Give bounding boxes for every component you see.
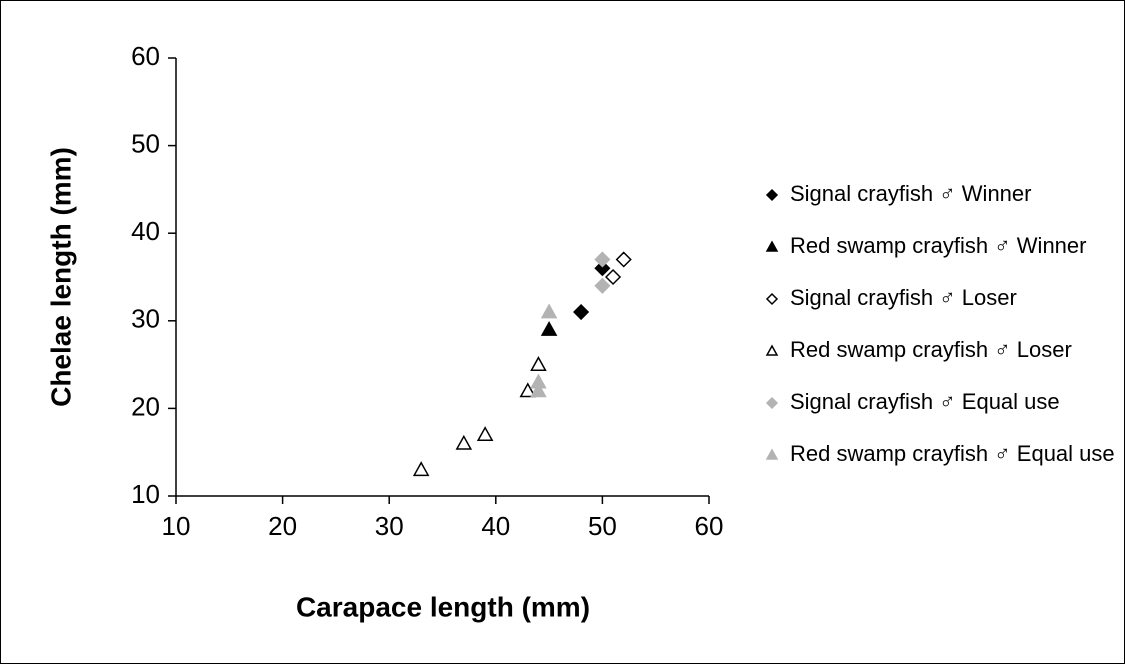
point: [519, 382, 537, 398]
point: [540, 303, 558, 319]
legend-label: Red swamp crayfish ♂ Equal use: [790, 441, 1115, 466]
x-tick-label: 30: [375, 511, 404, 541]
legend-entry: Signal crayfish ♂ Equal use: [758, 387, 1120, 417]
point: [540, 321, 558, 336]
y-tick-label: 30: [131, 304, 160, 334]
legend-marker: [765, 448, 779, 460]
legend-label: Red swamp crayfish ♂ Winner: [790, 233, 1087, 258]
legend-icon: [765, 240, 779, 252]
x-tick-label: 60: [695, 511, 724, 541]
legend-label: Signal crayfish ♂ Equal use: [790, 389, 1060, 414]
y-tick-label: 50: [131, 128, 160, 158]
x-tick-label: 20: [268, 511, 297, 541]
y-tick-label: 60: [131, 41, 160, 71]
legend-marker: [765, 292, 779, 306]
legend-label: Signal crayfish ♂ Loser: [790, 285, 1017, 310]
point: [455, 434, 473, 450]
point: [530, 356, 547, 371]
point: [530, 382, 547, 398]
x-tick-label: 10: [162, 511, 191, 541]
y-tick-label: 10: [131, 479, 160, 509]
legend: Signal crayfish ♂ Winner Red swamp crayfi…: [758, 179, 1120, 491]
legend-icon: [765, 448, 779, 460]
legend-entry: Signal crayfish ♂ Winner: [758, 179, 1120, 209]
y-tick-label: 20: [131, 391, 160, 421]
legend-icon: [765, 188, 779, 202]
y-axis-title: Chelae length (mm): [45, 147, 76, 407]
point: [573, 303, 590, 321]
legend-label: Red swamp crayfish ♂ Loser: [790, 337, 1072, 362]
point: [604, 268, 622, 286]
legend-marker: [765, 396, 779, 410]
legend-entry: Signal crayfish ♂ Loser: [758, 283, 1120, 313]
legend-marker: [765, 240, 779, 252]
y-tick-label: 40: [131, 216, 160, 246]
legend-icon: [765, 344, 779, 356]
x-tick-label: 50: [588, 511, 617, 541]
point: [594, 260, 611, 277]
legend-label: Signal crayfish ♂ Winner: [790, 181, 1032, 206]
legend-entry: Red swamp crayfish ♂ Loser: [758, 335, 1120, 365]
legend-icon: [765, 292, 779, 306]
legend-entry: Red swamp crayfish ♂ Equal use: [758, 439, 1120, 469]
point: [615, 251, 632, 268]
point: [476, 426, 494, 442]
x-tick-label: 40: [481, 511, 510, 541]
legend-entry: Red swamp crayfish ♂ Winner: [758, 231, 1120, 261]
point: [412, 461, 430, 477]
legend-icon: [765, 396, 779, 410]
legend-marker: [765, 344, 779, 356]
point: [594, 277, 611, 294]
point: [594, 251, 611, 268]
legend-marker: [765, 188, 779, 202]
x-axis-title: Carapace length (mm): [296, 591, 590, 622]
